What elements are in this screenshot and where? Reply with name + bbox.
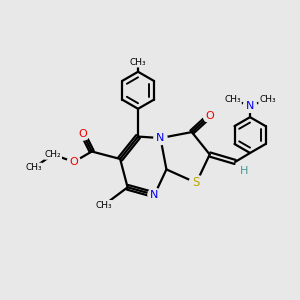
Circle shape bbox=[189, 176, 203, 190]
Text: O: O bbox=[78, 129, 87, 139]
Text: N: N bbox=[156, 133, 165, 143]
Text: N: N bbox=[246, 101, 254, 111]
Text: S: S bbox=[193, 176, 200, 189]
Circle shape bbox=[203, 109, 216, 122]
Text: N: N bbox=[150, 190, 159, 200]
Text: CH₃: CH₃ bbox=[95, 201, 112, 210]
Circle shape bbox=[67, 155, 80, 169]
Text: H: H bbox=[240, 166, 248, 176]
Text: N: N bbox=[246, 101, 254, 111]
Text: CH₃: CH₃ bbox=[130, 58, 146, 67]
Text: O: O bbox=[70, 157, 78, 167]
Text: CH₃: CH₃ bbox=[25, 164, 42, 172]
Text: CH₃: CH₃ bbox=[224, 95, 241, 104]
Circle shape bbox=[76, 127, 89, 140]
Text: CH₂: CH₂ bbox=[45, 150, 61, 159]
Circle shape bbox=[154, 131, 167, 145]
Text: CH₃: CH₃ bbox=[259, 95, 276, 104]
Circle shape bbox=[244, 99, 256, 112]
Circle shape bbox=[244, 99, 256, 112]
Circle shape bbox=[148, 188, 161, 201]
Text: O: O bbox=[205, 111, 214, 121]
